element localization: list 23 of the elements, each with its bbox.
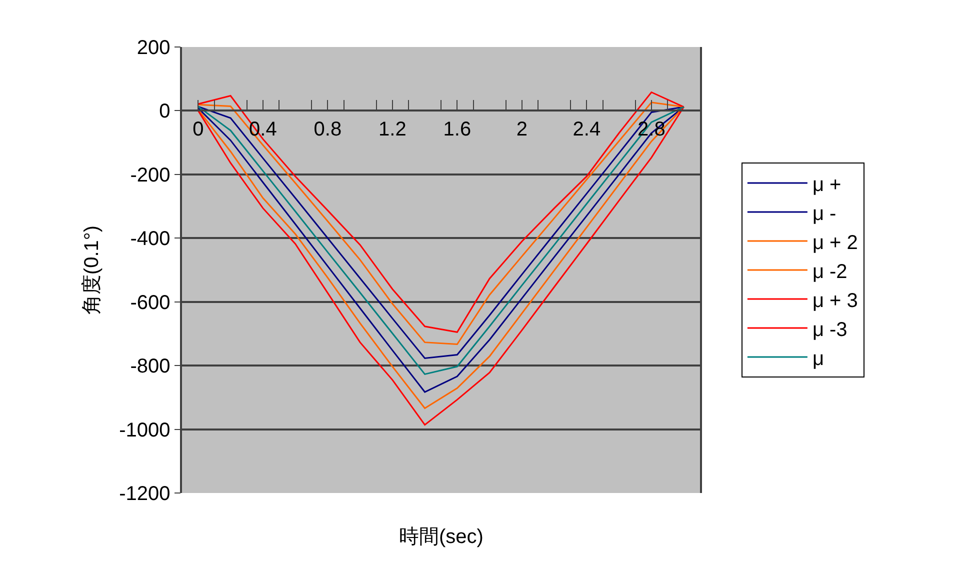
y-tick-label: -600 xyxy=(130,292,170,314)
legend-label: μ - xyxy=(812,202,836,225)
y-axis-title: 角度(0.1°) xyxy=(81,225,104,315)
legend-label: μ -2 xyxy=(812,260,848,283)
y-tick-label: 0 xyxy=(159,100,170,123)
y-tick-label: 200 xyxy=(136,37,170,59)
legend-label: μ + xyxy=(812,174,842,196)
x-tick-label: 2.4 xyxy=(572,118,601,140)
legend-label: μ + 3 xyxy=(812,290,858,312)
x-tick-label: 2 xyxy=(516,118,528,140)
legend-label: μ xyxy=(812,348,824,370)
y-tick-label: -1000 xyxy=(119,419,170,442)
x-tick-label: 1.2 xyxy=(378,118,406,140)
y-tick-label: -400 xyxy=(130,228,170,250)
x-tick-label: 0.8 xyxy=(314,118,342,140)
y-tick-label: -800 xyxy=(130,356,170,378)
y-tick-label: -200 xyxy=(130,164,170,186)
x-tick-label: 0 xyxy=(192,118,204,140)
x-tick-label: 1.6 xyxy=(443,118,472,140)
legend-label: μ -3 xyxy=(812,318,848,341)
x-axis-title: 時間(sec) xyxy=(399,526,484,548)
y-tick-label: -1200 xyxy=(119,483,170,505)
legend-label: μ + 2 xyxy=(812,232,858,254)
